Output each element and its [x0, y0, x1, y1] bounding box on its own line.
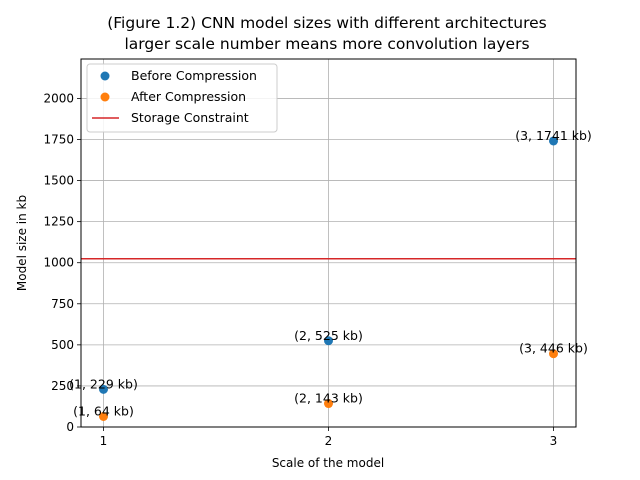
- y-tick-label: 500: [51, 338, 74, 352]
- legend-marker-before: [100, 71, 110, 81]
- legend-marker-after: [100, 92, 110, 102]
- point-annotation: (1, 64 kb): [73, 403, 134, 418]
- point-before-compression: [549, 136, 558, 146]
- y-tick-label: 1750: [43, 133, 74, 147]
- x-tick-label: 1: [100, 434, 108, 448]
- point-after-compression: [549, 349, 558, 359]
- y-tick-label: 250: [51, 379, 74, 393]
- point-before-compression: [99, 384, 108, 394]
- x-tick-label: 3: [550, 434, 558, 448]
- y-tick-label: 0: [66, 420, 74, 434]
- y-tick-label: 1250: [43, 215, 74, 229]
- x-axis-ticks: 1 2 3: [100, 427, 558, 448]
- legend-label-before: Before Compression: [131, 68, 257, 83]
- x-axis-label: Scale of the model: [272, 456, 384, 470]
- point-annotation: (2, 525 kb): [294, 328, 363, 343]
- y-tick-label: 2000: [43, 91, 74, 105]
- chart-title-line2: larger scale number means more convoluti…: [124, 35, 529, 53]
- legend: Before Compression After Compression Sto…: [86, 63, 278, 133]
- y-axis-label: Model size in kb: [15, 195, 29, 291]
- y-axis-ticks: 0 250 500 750 1000 1250 1500 1750 2000: [43, 91, 81, 434]
- y-tick-label: 1000: [43, 256, 74, 270]
- point-annotation: (3, 1741 kb): [515, 128, 592, 143]
- point-annotation: (2, 143 kb): [294, 391, 363, 406]
- legend-label-after: After Compression: [131, 89, 246, 104]
- point-annotation: (1, 229 kb): [69, 376, 138, 391]
- grid-lines: [81, 59, 576, 428]
- y-tick-label: 750: [51, 297, 74, 311]
- point-annotation: (3, 446 kb): [519, 341, 588, 356]
- legend-label-constraint: Storage Constraint: [131, 110, 249, 125]
- annotations: (1, 229 kb) (2, 525 kb) (3, 1741 kb) (1, 64…: [69, 128, 592, 419]
- point-after-compression: [99, 411, 108, 421]
- point-before-compression: [324, 336, 333, 346]
- point-after-compression: [324, 399, 333, 409]
- chart-title-line1: (Figure 1.2) CNN model sizes with differ…: [107, 14, 547, 32]
- data-points: [99, 136, 558, 421]
- legend-box: [86, 63, 278, 133]
- y-tick-label: 1500: [43, 174, 74, 188]
- x-tick-label: 2: [325, 434, 333, 448]
